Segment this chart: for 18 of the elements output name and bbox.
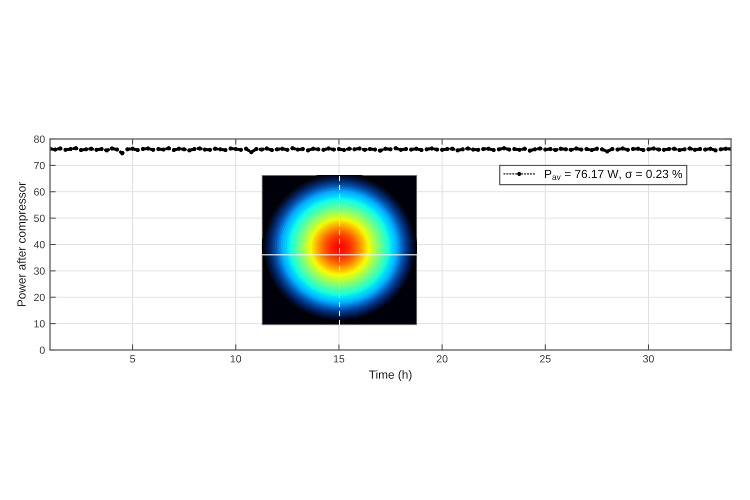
y-tick-label: 50 — [34, 214, 45, 222]
y-tick-label: 0 — [40, 346, 45, 354]
y-tick-label: 40 — [34, 241, 45, 248]
x-tick-label: 25 — [540, 355, 551, 363]
x-tick-label: 15 — [334, 355, 344, 363]
x-tick-label: 10 — [230, 355, 242, 363]
y-tick-label: 60 — [34, 188, 45, 196]
y-tick-label: 30 — [34, 267, 45, 275]
legend-label: P$_{av}$ = 76.17 W, σ = 0.23 % — [545, 170, 682, 180]
x-tick-label: 30 — [643, 355, 654, 363]
y-axis-title: Power after compressor — [17, 182, 28, 306]
y-tick-label: 80 — [34, 136, 45, 143]
x-axis-title: Time (h) — [369, 370, 412, 382]
y-tick-label: 10 — [34, 320, 45, 328]
x-tick-label: 20 — [436, 355, 448, 363]
y-tick-label: 20 — [34, 294, 45, 302]
x-tick-label: 5 — [130, 355, 136, 363]
y-tick-label: 70 — [34, 162, 45, 170]
